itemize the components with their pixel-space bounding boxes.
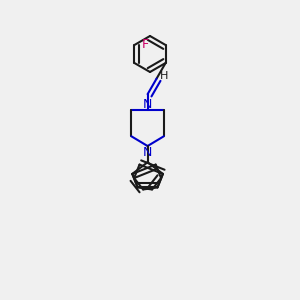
Text: N: N bbox=[143, 98, 152, 111]
Text: H: H bbox=[160, 70, 168, 81]
Text: F: F bbox=[141, 38, 148, 52]
Text: N: N bbox=[143, 146, 152, 158]
